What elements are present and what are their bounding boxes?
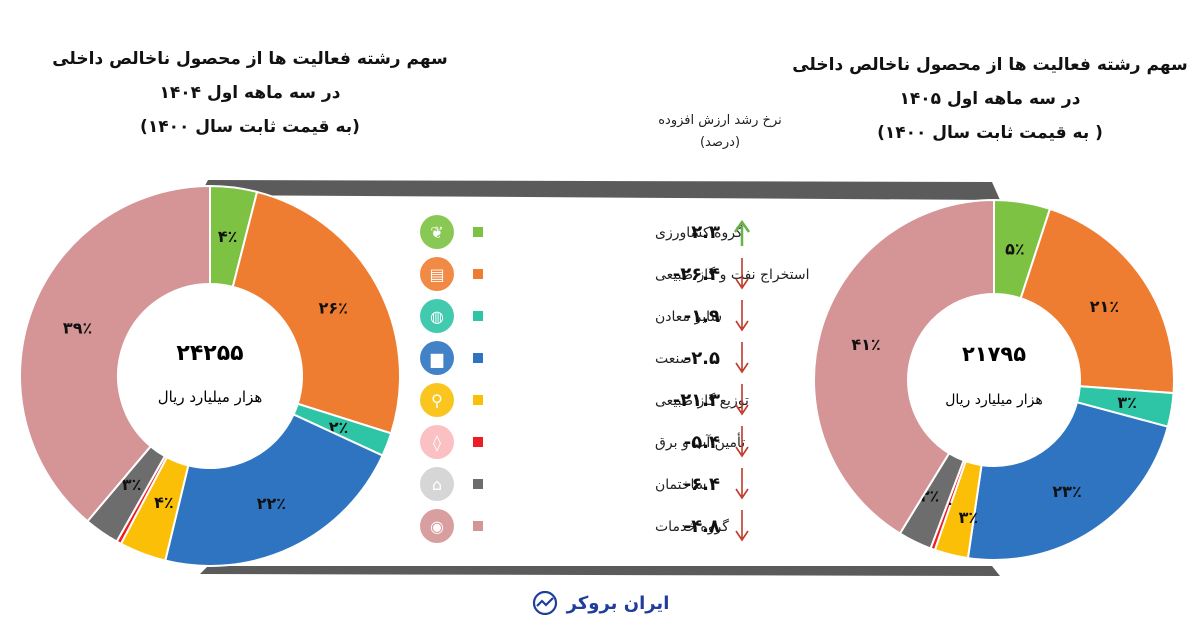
legend-icon-glyph-agriculture: ❦: [430, 223, 443, 242]
left-donut-chart: ۴٪۲۶٪۲٪۲۲٪۴٪۰٪۳٪۳۹٪: [19, 184, 401, 567]
left-label-industry: ۲۲٪: [257, 494, 286, 513]
legend-icon-glyph-construction: ⌂: [432, 475, 442, 494]
connector-band-bottom: [200, 566, 1000, 576]
growth-value-other-mining: -۱.۹: [684, 306, 720, 327]
left-label-oil-gas: ۲۶٪: [319, 299, 348, 318]
legend-label-oil-gas: استخراج نفت و گاز طبیعی: [655, 266, 810, 283]
growth-value-services: -۴.۸: [684, 516, 720, 537]
arrow-down-icon-gas-distribution: [735, 384, 749, 416]
legend-swatch-services: [473, 521, 483, 531]
growth-value-industry: -۲.۵: [684, 348, 720, 369]
right-donut-chart: ۵٪۲۱٪۳٪۲۳٪۳٪۱٪۳٪۴۱٪: [813, 198, 1175, 561]
growth-value-water-electricity: -۵.۴: [684, 432, 720, 453]
legend-label-agriculture: گروه کشاورزی: [655, 224, 743, 241]
legend-swatch-industry: [473, 353, 483, 363]
arrow-down-icon-industry: [735, 342, 749, 374]
left-slice-services: [19, 184, 211, 523]
legend-label-other-mining: سایر معادن: [655, 309, 722, 325]
legend-label-services: گروه خدمات: [655, 518, 729, 535]
right-label-other-mining: ۳٪: [1117, 393, 1137, 412]
left-label-gas-distribution: ۴٪: [154, 493, 174, 512]
growth-rate-header: نرخ رشد ارزش افزوده (درصد): [620, 110, 820, 154]
left-center-value: ۲۴۲۵۵: [176, 341, 243, 366]
growth-rate-header-line2: (درصد): [699, 135, 741, 150]
legend-label-gas-distribution: توزیع گاز طبیعی: [655, 392, 749, 409]
right-title-line2: در سه ماهه اول ۱۴۰۵: [899, 89, 1081, 109]
right-chart-title: سهم رشته فعالیت ها از محصول ناخالص داخلی…: [780, 48, 1200, 150]
legend-label-industry: صنعت: [655, 351, 692, 367]
right-label-agriculture: ۵٪: [1005, 240, 1025, 259]
legend-icon-glyph-water-electricity: ◊: [433, 433, 441, 452]
growth-value-gas-distribution: -۲۱.۳: [673, 390, 720, 411]
arrow-down-icon-construction: [735, 468, 749, 500]
iranbroker-logo: ایران بروکر: [520, 586, 680, 620]
legend-icon-glyph-gas-distribution: ⚲: [431, 391, 443, 410]
arrow-down-icon-other-mining: [735, 300, 749, 332]
legend-swatch-other-mining: [473, 311, 483, 321]
left-chart-title: سهم رشته فعالیت ها از محصول ناخالص داخلی…: [30, 42, 470, 144]
right-title-line1: سهم رشته فعالیت ها از محصول ناخالص داخلی: [792, 55, 1188, 75]
left-slice-oil-gas: [231, 190, 401, 435]
legend-label-construction: ساختمان: [655, 477, 707, 493]
right-label-industry: ۲۳٪: [1052, 482, 1081, 501]
legend-icon-services: [420, 509, 454, 543]
right-label-gas-distribution: ۳٪: [959, 508, 979, 527]
legend-icon-agriculture: [420, 215, 454, 249]
right-label-services: ۴۱٪: [851, 335, 880, 354]
right-slice-services: [813, 198, 995, 535]
legend-swatch-water-electricity: [473, 437, 483, 447]
logo-text: ایران بروکر: [566, 592, 670, 614]
legend-swatch-construction: [473, 479, 483, 489]
legend-icon-construction: [420, 467, 454, 501]
legend-icon-water-electricity: [420, 425, 454, 459]
legend-swatch-oil-gas: [473, 269, 483, 279]
right-center-value: ۲۱۷۹۵: [962, 342, 1026, 366]
right-title-line3: ( به قیمت ثابت سال ۱۴۰۰): [877, 123, 1103, 143]
legend-icon-glyph-services: ◉: [430, 517, 444, 536]
left-slice-industry: [164, 413, 384, 567]
legend-label-water-electricity: تأمین آب و برق: [655, 432, 745, 451]
arrow-down-icon-water-electricity: [735, 426, 749, 458]
legend-icon-industry: [420, 341, 454, 375]
connector-band-top: [200, 180, 1000, 200]
arrow-up-icon-agriculture: [733, 219, 751, 246]
right-slice-oil-gas: [1019, 207, 1175, 395]
growth-value-construction: -۶.۴: [684, 474, 720, 495]
left-center-unit: هزار میلیارد ریال: [158, 388, 263, 406]
legend-icon-gas-distribution: [420, 383, 454, 417]
legend-swatch-agriculture: [473, 227, 483, 237]
arrow-down-icon-services: [735, 510, 749, 542]
left-label-services: ۳۹٪: [63, 319, 92, 338]
legend-icon-other-mining: [420, 299, 454, 333]
legend-icon-glyph-industry: ▆: [430, 349, 444, 368]
left-label-agriculture: ۴٪: [218, 227, 238, 246]
right-slice-industry: [966, 401, 1170, 561]
arrow-down-icon-oil-gas: [735, 258, 749, 290]
growth-value-agriculture: ۲.۳: [691, 222, 720, 243]
legend-icon-glyph-oil-gas: ▤: [429, 265, 444, 284]
right-label-oil-gas: ۲۱٪: [1090, 297, 1119, 316]
trend-chart-icon: [532, 591, 557, 615]
legend-icon-glyph-other-mining: ◍: [430, 307, 444, 326]
growth-rate-header-line1: نرخ رشد ارزش افزوده: [658, 113, 782, 128]
legend-icon-oil-gas: [420, 257, 454, 291]
left-title-line3: (به قیمت ثابت سال ۱۴۰۰): [140, 117, 360, 137]
left-title-line1: سهم رشته فعالیت ها از محصول ناخالص داخلی: [52, 49, 448, 69]
right-center-unit: هزار میلیارد ریال: [945, 392, 1043, 408]
growth-value-oil-gas: -۲۶.۴: [673, 264, 720, 285]
left-title-line2: در سه ماهه اول ۱۴۰۴: [159, 83, 341, 103]
legend-swatch-gas-distribution: [473, 395, 483, 405]
left-label-construction: ۳٪: [122, 475, 142, 494]
